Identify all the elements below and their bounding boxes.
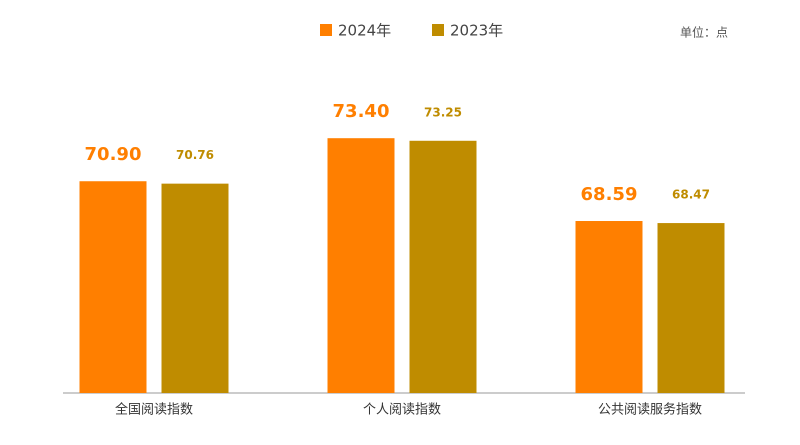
value-label: 68.59 xyxy=(581,184,638,205)
legend-label: 2024年 xyxy=(338,22,391,40)
value-label: 70.76 xyxy=(176,148,214,162)
unit-label: 单位：点 xyxy=(680,25,728,40)
value-label: 68.47 xyxy=(672,188,710,202)
legend-swatch xyxy=(320,24,332,36)
bar xyxy=(327,138,395,393)
bar xyxy=(657,223,725,393)
x-tick-label: 个人阅读指数 xyxy=(363,403,441,418)
bar xyxy=(575,221,643,393)
bar xyxy=(409,140,477,393)
value-label: 70.90 xyxy=(85,144,142,165)
x-tick-label: 全国阅读指数 xyxy=(115,402,193,418)
x-tick-label: 公共阅读服务指数 xyxy=(598,402,702,418)
bar xyxy=(161,183,229,393)
value-label: 73.25 xyxy=(424,105,462,119)
value-label: 73.40 xyxy=(333,101,390,122)
bar xyxy=(79,181,147,393)
legend-swatch xyxy=(432,24,444,36)
legend-label: 2023年 xyxy=(450,22,503,40)
